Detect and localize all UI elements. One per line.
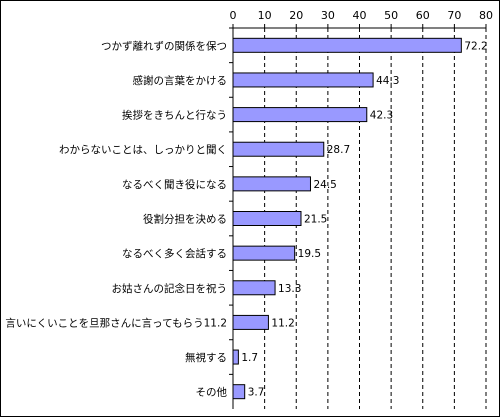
bar-2 bbox=[232, 107, 368, 123]
x-tick-label-10: 10 bbox=[258, 9, 272, 22]
value-label-7: 13.3 bbox=[278, 283, 301, 295]
bar-7 bbox=[232, 280, 276, 296]
category-label-1: 感謝の言葉をかける bbox=[133, 74, 228, 87]
value-label-0: 72.2 bbox=[464, 40, 487, 52]
category-label-8: 言いにくいことを旦那さんに言ってもらう11.2 bbox=[5, 316, 227, 329]
value-label-6: 19.5 bbox=[298, 248, 321, 260]
bar-9 bbox=[232, 349, 239, 365]
bar-0 bbox=[232, 37, 462, 53]
category-label-9: 無視する bbox=[185, 351, 227, 364]
category-label-6: なるべく多く会話する bbox=[122, 247, 227, 260]
value-label-2: 42.3 bbox=[370, 110, 393, 122]
bar-8 bbox=[232, 314, 269, 330]
value-label-9: 1.7 bbox=[241, 352, 258, 364]
bar-10 bbox=[232, 384, 246, 400]
category-label-4: なるべく聞き役になる bbox=[122, 178, 227, 191]
category-label-3: わからないことは、しっかりと聞く bbox=[59, 144, 227, 156]
category-label-0: つかず離れずの関係を保つ bbox=[101, 39, 227, 52]
value-label-8: 11.2 bbox=[271, 317, 294, 329]
bar-3 bbox=[232, 141, 325, 157]
x-tick-label-30: 30 bbox=[321, 9, 335, 22]
value-label-1: 44.3 bbox=[376, 75, 399, 87]
bar-5 bbox=[232, 211, 302, 226]
value-label-4: 24.5 bbox=[313, 179, 336, 191]
value-label-3: 28.7 bbox=[327, 144, 350, 156]
x-tick-label-60: 60 bbox=[416, 9, 430, 22]
x-tick-label-50: 50 bbox=[384, 9, 398, 22]
value-label-5: 21.5 bbox=[304, 214, 327, 226]
bar-4 bbox=[232, 176, 311, 192]
x-tick-label-20: 20 bbox=[289, 9, 303, 22]
bar-6 bbox=[232, 245, 296, 261]
category-label-2: 挨拶をきちんと行なう bbox=[122, 109, 227, 122]
bar-1 bbox=[232, 72, 374, 88]
x-tick-label-40: 40 bbox=[353, 9, 367, 22]
value-label-10: 3.7 bbox=[248, 387, 265, 399]
category-label-7: お姑さんの記念日を祝う bbox=[112, 282, 228, 295]
x-tick-label-70: 70 bbox=[447, 9, 461, 22]
x-tick-label-80: 80 bbox=[479, 9, 493, 22]
x-tick-label-0: 0 bbox=[230, 9, 237, 22]
category-label-10: その他 bbox=[196, 386, 228, 399]
category-label-5: 役割分担を決める bbox=[143, 213, 227, 226]
